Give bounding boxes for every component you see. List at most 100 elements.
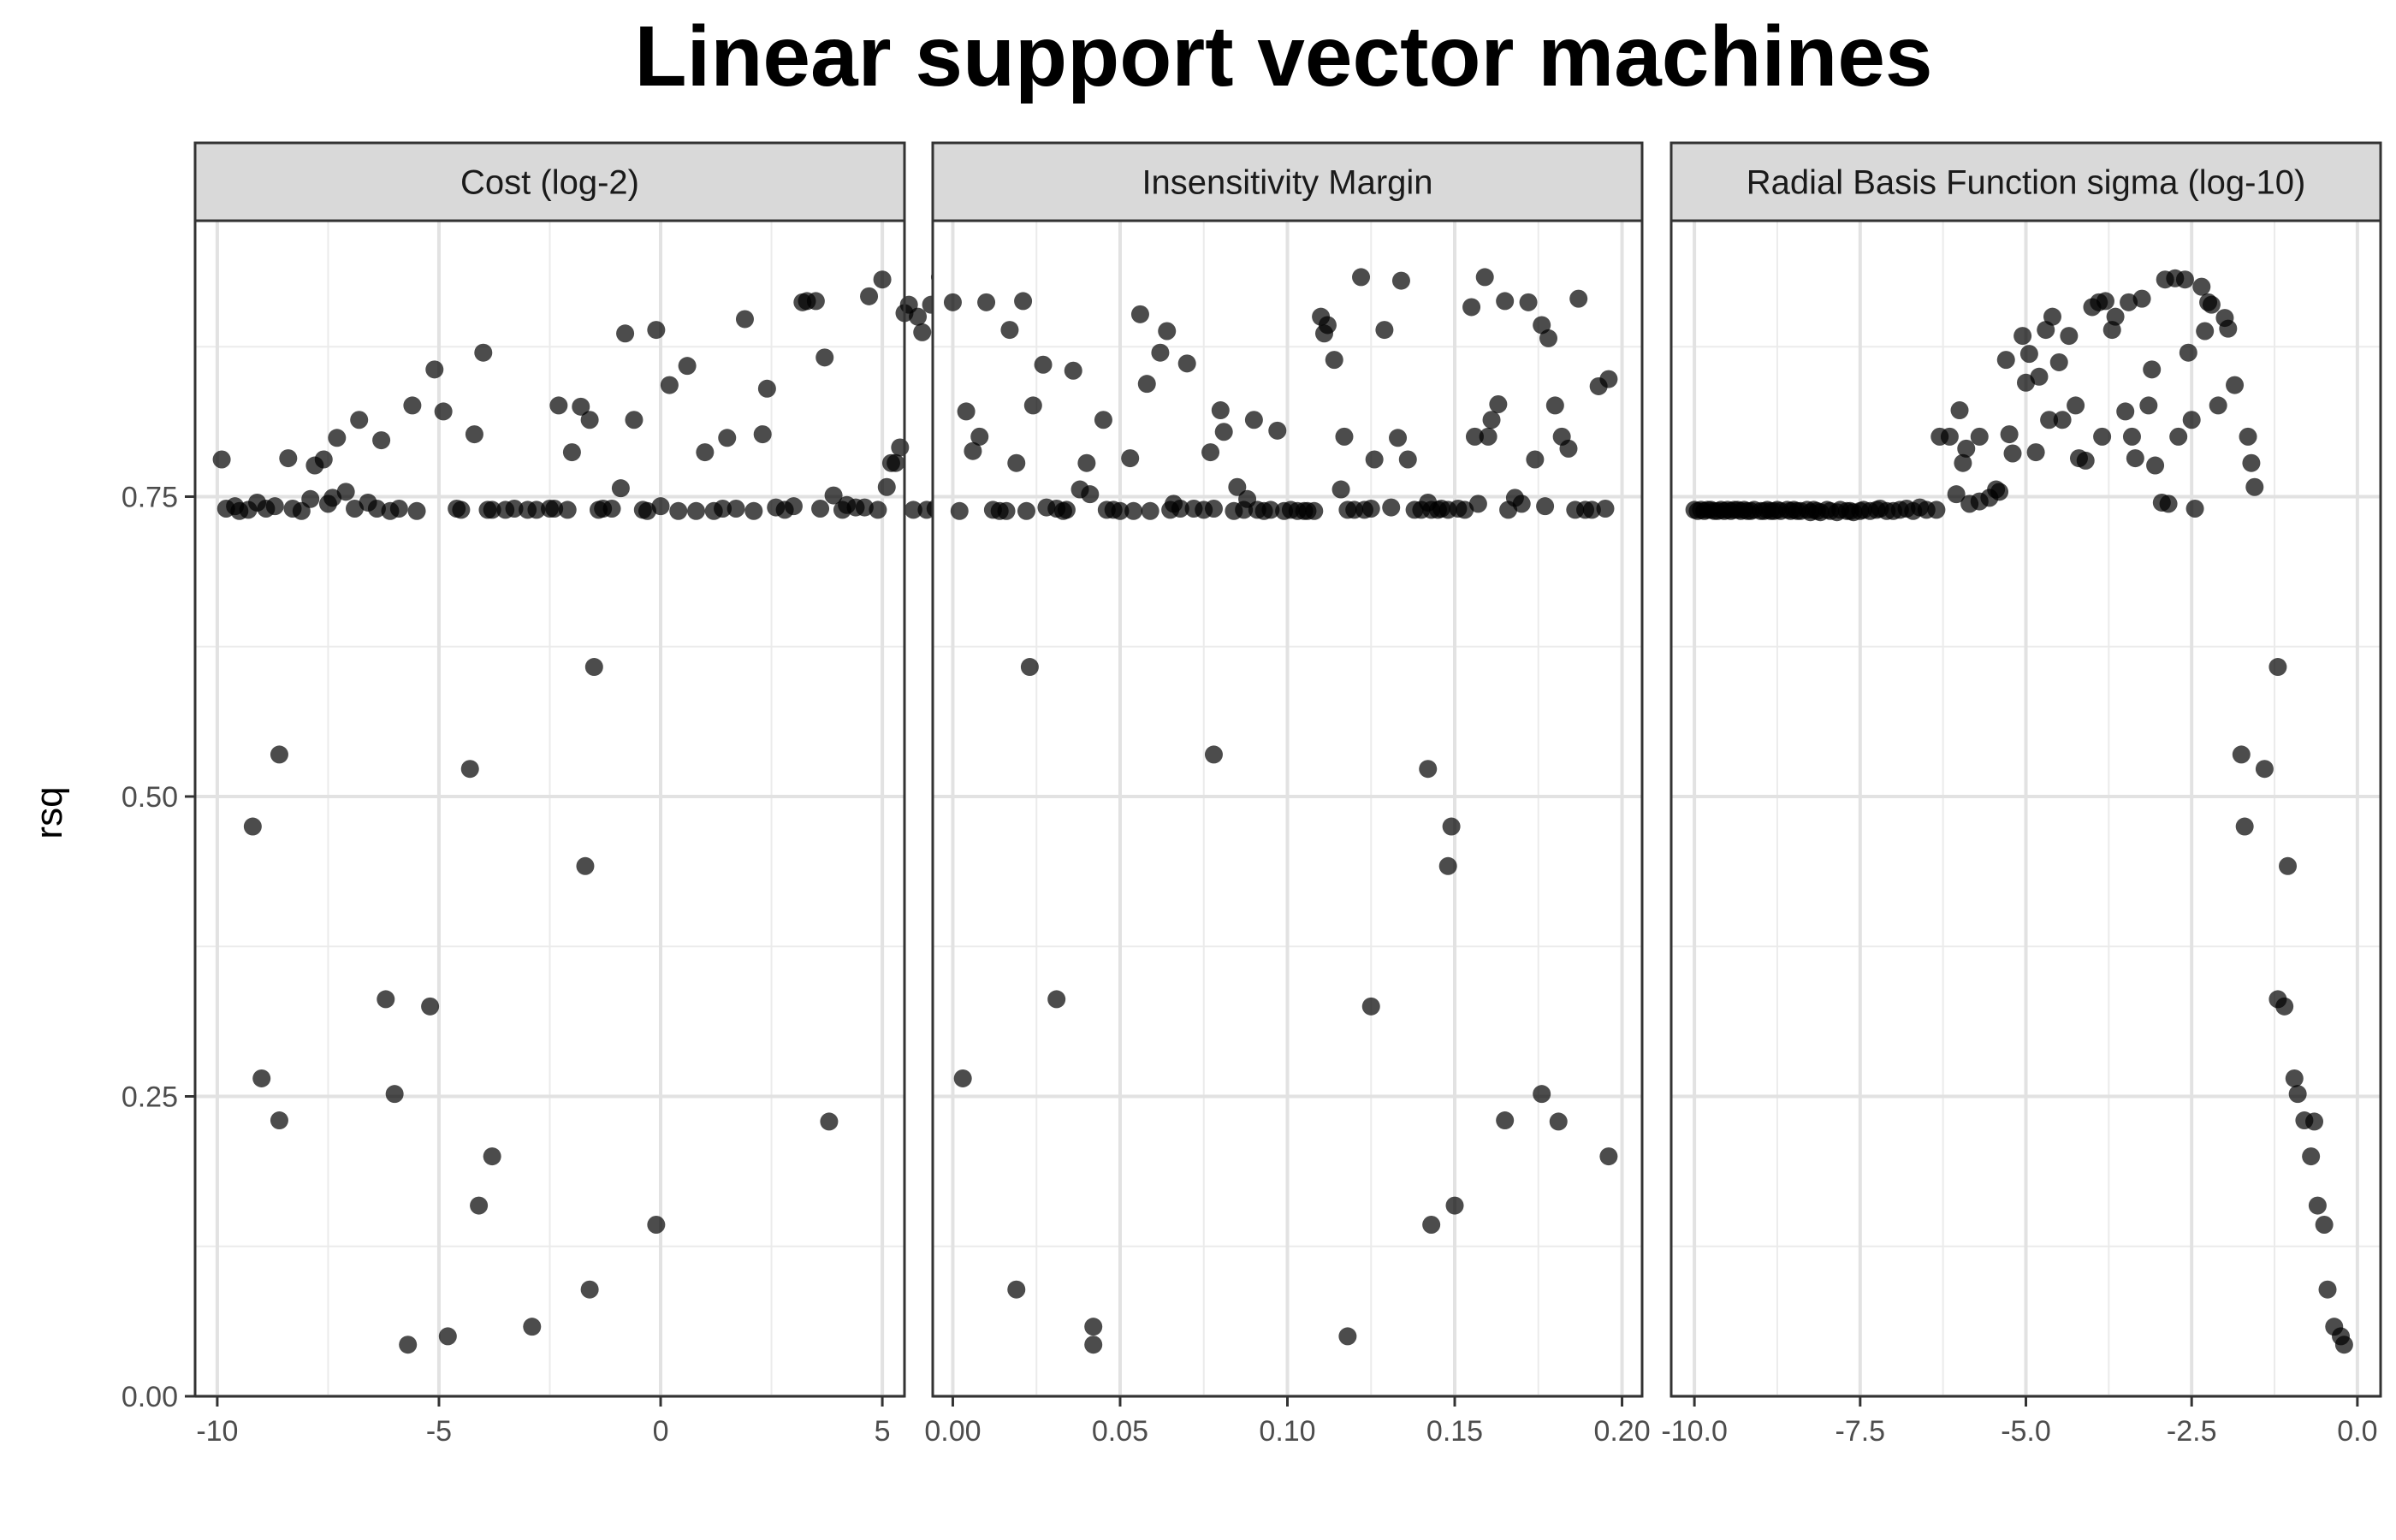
- data-point: [1214, 423, 1233, 441]
- data-point: [2232, 745, 2251, 764]
- data-point: [1325, 351, 1343, 370]
- data-point: [625, 411, 643, 429]
- data-point: [2255, 760, 2274, 779]
- data-point: [744, 501, 763, 520]
- facet-panel-1: Cost (log-2) -10 -5 0 5: [193, 141, 1011, 1448]
- data-point: [1077, 453, 1096, 472]
- data-point: [1007, 1280, 1026, 1299]
- data-point: [1007, 453, 1026, 472]
- data-point: [1957, 439, 1976, 458]
- data-point: [483, 1147, 501, 1166]
- data-point: [1569, 289, 1588, 308]
- data-point: [2146, 456, 2165, 475]
- data-point: [1094, 411, 1112, 429]
- y-axis: 0.00 0.25 0.50 0.75: [122, 481, 195, 1413]
- y-tick-label: 0.50: [122, 781, 178, 814]
- data-point: [1361, 499, 1380, 518]
- data-point: [252, 1069, 271, 1087]
- data-point: [1468, 495, 1487, 513]
- data-point: [784, 497, 803, 516]
- data-point: [950, 501, 969, 520]
- facet-strip-label: Cost (log-2): [460, 164, 639, 202]
- data-point: [869, 500, 887, 519]
- data-point: [2003, 444, 2022, 463]
- data-point: [2040, 411, 2059, 429]
- data-point: [1020, 658, 1039, 677]
- data-point: [957, 402, 976, 421]
- x-tick-label: 0.20: [1593, 1415, 1650, 1448]
- data-point: [2202, 295, 2221, 314]
- data-point: [1268, 421, 1287, 440]
- data-point: [735, 310, 754, 329]
- data-point: [1996, 351, 2015, 370]
- data-point: [2169, 427, 2188, 446]
- data-point: [651, 497, 670, 516]
- data-point: [2096, 292, 2114, 311]
- data-point: [1177, 354, 1196, 373]
- data-point: [1151, 343, 1170, 362]
- data-point: [389, 499, 408, 518]
- data-point: [1970, 427, 1989, 446]
- data-point: [1084, 1318, 1103, 1336]
- data-point: [1512, 495, 1531, 513]
- data-point: [611, 479, 630, 498]
- data-point: [1599, 370, 1618, 388]
- data-point: [1496, 1111, 1515, 1130]
- data-point: [2013, 327, 2032, 346]
- y-tick-label: 0.00: [122, 1381, 178, 1413]
- x-tick-label: 0.05: [1092, 1415, 1148, 1448]
- data-point: [2026, 443, 2045, 462]
- data-point: [877, 477, 896, 496]
- data-point: [2179, 343, 2197, 362]
- data-point: [602, 499, 621, 518]
- data-point: [2302, 1147, 2321, 1166]
- y-tick-label: 0.75: [122, 481, 178, 513]
- data-point: [367, 499, 386, 518]
- data-point: [1335, 427, 1354, 446]
- facet-strip-label: Insensitivity Margin: [1142, 164, 1432, 202]
- data-point: [1121, 449, 1140, 468]
- y-axis-title: rsq: [28, 786, 70, 838]
- data-point: [1130, 305, 1149, 323]
- data-point: [474, 343, 493, 362]
- data-point: [572, 397, 590, 416]
- facet-strip: [193, 141, 906, 222]
- data-point: [953, 1069, 972, 1087]
- x-tick-label: -10.0: [1661, 1415, 1728, 1448]
- data-point: [1389, 429, 1408, 447]
- data-point: [1023, 396, 1042, 415]
- data-point: [2245, 477, 2264, 496]
- data-point: [669, 501, 688, 520]
- data-point: [279, 449, 298, 468]
- data-point: [328, 429, 347, 447]
- data-point: [1137, 375, 1156, 394]
- data-point: [523, 1318, 542, 1336]
- x-tick-label: -5: [426, 1415, 452, 1448]
- data-point: [1331, 480, 1350, 499]
- data-point: [1545, 396, 1564, 415]
- data-point: [1338, 1327, 1357, 1346]
- data-point: [2226, 376, 2245, 394]
- data-point: [678, 357, 697, 376]
- data-point: [2106, 307, 2125, 326]
- data-point: [301, 489, 320, 508]
- data-point: [576, 856, 595, 875]
- data-point: [909, 307, 928, 326]
- data-point: [2139, 396, 2158, 415]
- data-point: [1539, 329, 1558, 347]
- data-point: [2143, 360, 2162, 379]
- data-point: [2315, 1216, 2334, 1235]
- data-point: [824, 486, 843, 505]
- data-point: [270, 745, 288, 764]
- panels-group: 0.00 0.25 0.50 0.75 Cost (log-2) -10 -5 0 5 Insen…: [122, 141, 2382, 1448]
- data-point: [1482, 411, 1501, 429]
- data-point: [887, 453, 905, 472]
- data-point: [580, 411, 599, 429]
- data-point: [1559, 439, 1578, 458]
- data-point: [527, 500, 546, 519]
- data-point: [1211, 401, 1230, 420]
- data-point: [350, 411, 369, 429]
- x-tick-label: 0.0: [2337, 1415, 2377, 1448]
- data-point: [425, 360, 444, 379]
- data-point: [562, 443, 581, 462]
